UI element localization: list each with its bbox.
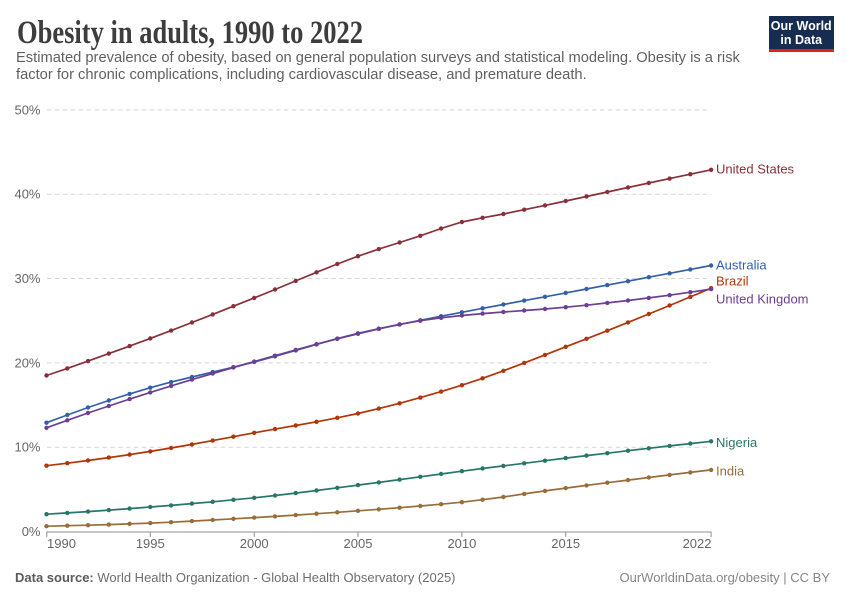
svg-text:2010: 2010 [447, 536, 476, 551]
svg-text:United Kingdom: United Kingdom [716, 292, 809, 307]
svg-text:50%: 50% [14, 102, 40, 117]
svg-text:1990: 1990 [47, 536, 76, 551]
svg-text:India: India [716, 464, 745, 479]
svg-text:30%: 30% [14, 271, 40, 286]
svg-text:10%: 10% [14, 440, 40, 455]
svg-text:Brazil: Brazil [716, 274, 749, 289]
svg-text:Australia: Australia [716, 257, 767, 272]
svg-text:2015: 2015 [551, 536, 580, 551]
svg-text:Nigeria: Nigeria [716, 435, 758, 450]
svg-text:0%: 0% [22, 524, 41, 539]
svg-text:2000: 2000 [240, 536, 269, 551]
svg-text:2005: 2005 [344, 536, 373, 551]
svg-text:20%: 20% [14, 355, 40, 370]
svg-text:1995: 1995 [136, 536, 165, 551]
svg-text:United States: United States [716, 162, 795, 177]
svg-text:2022: 2022 [683, 536, 712, 551]
svg-text:40%: 40% [14, 187, 40, 202]
